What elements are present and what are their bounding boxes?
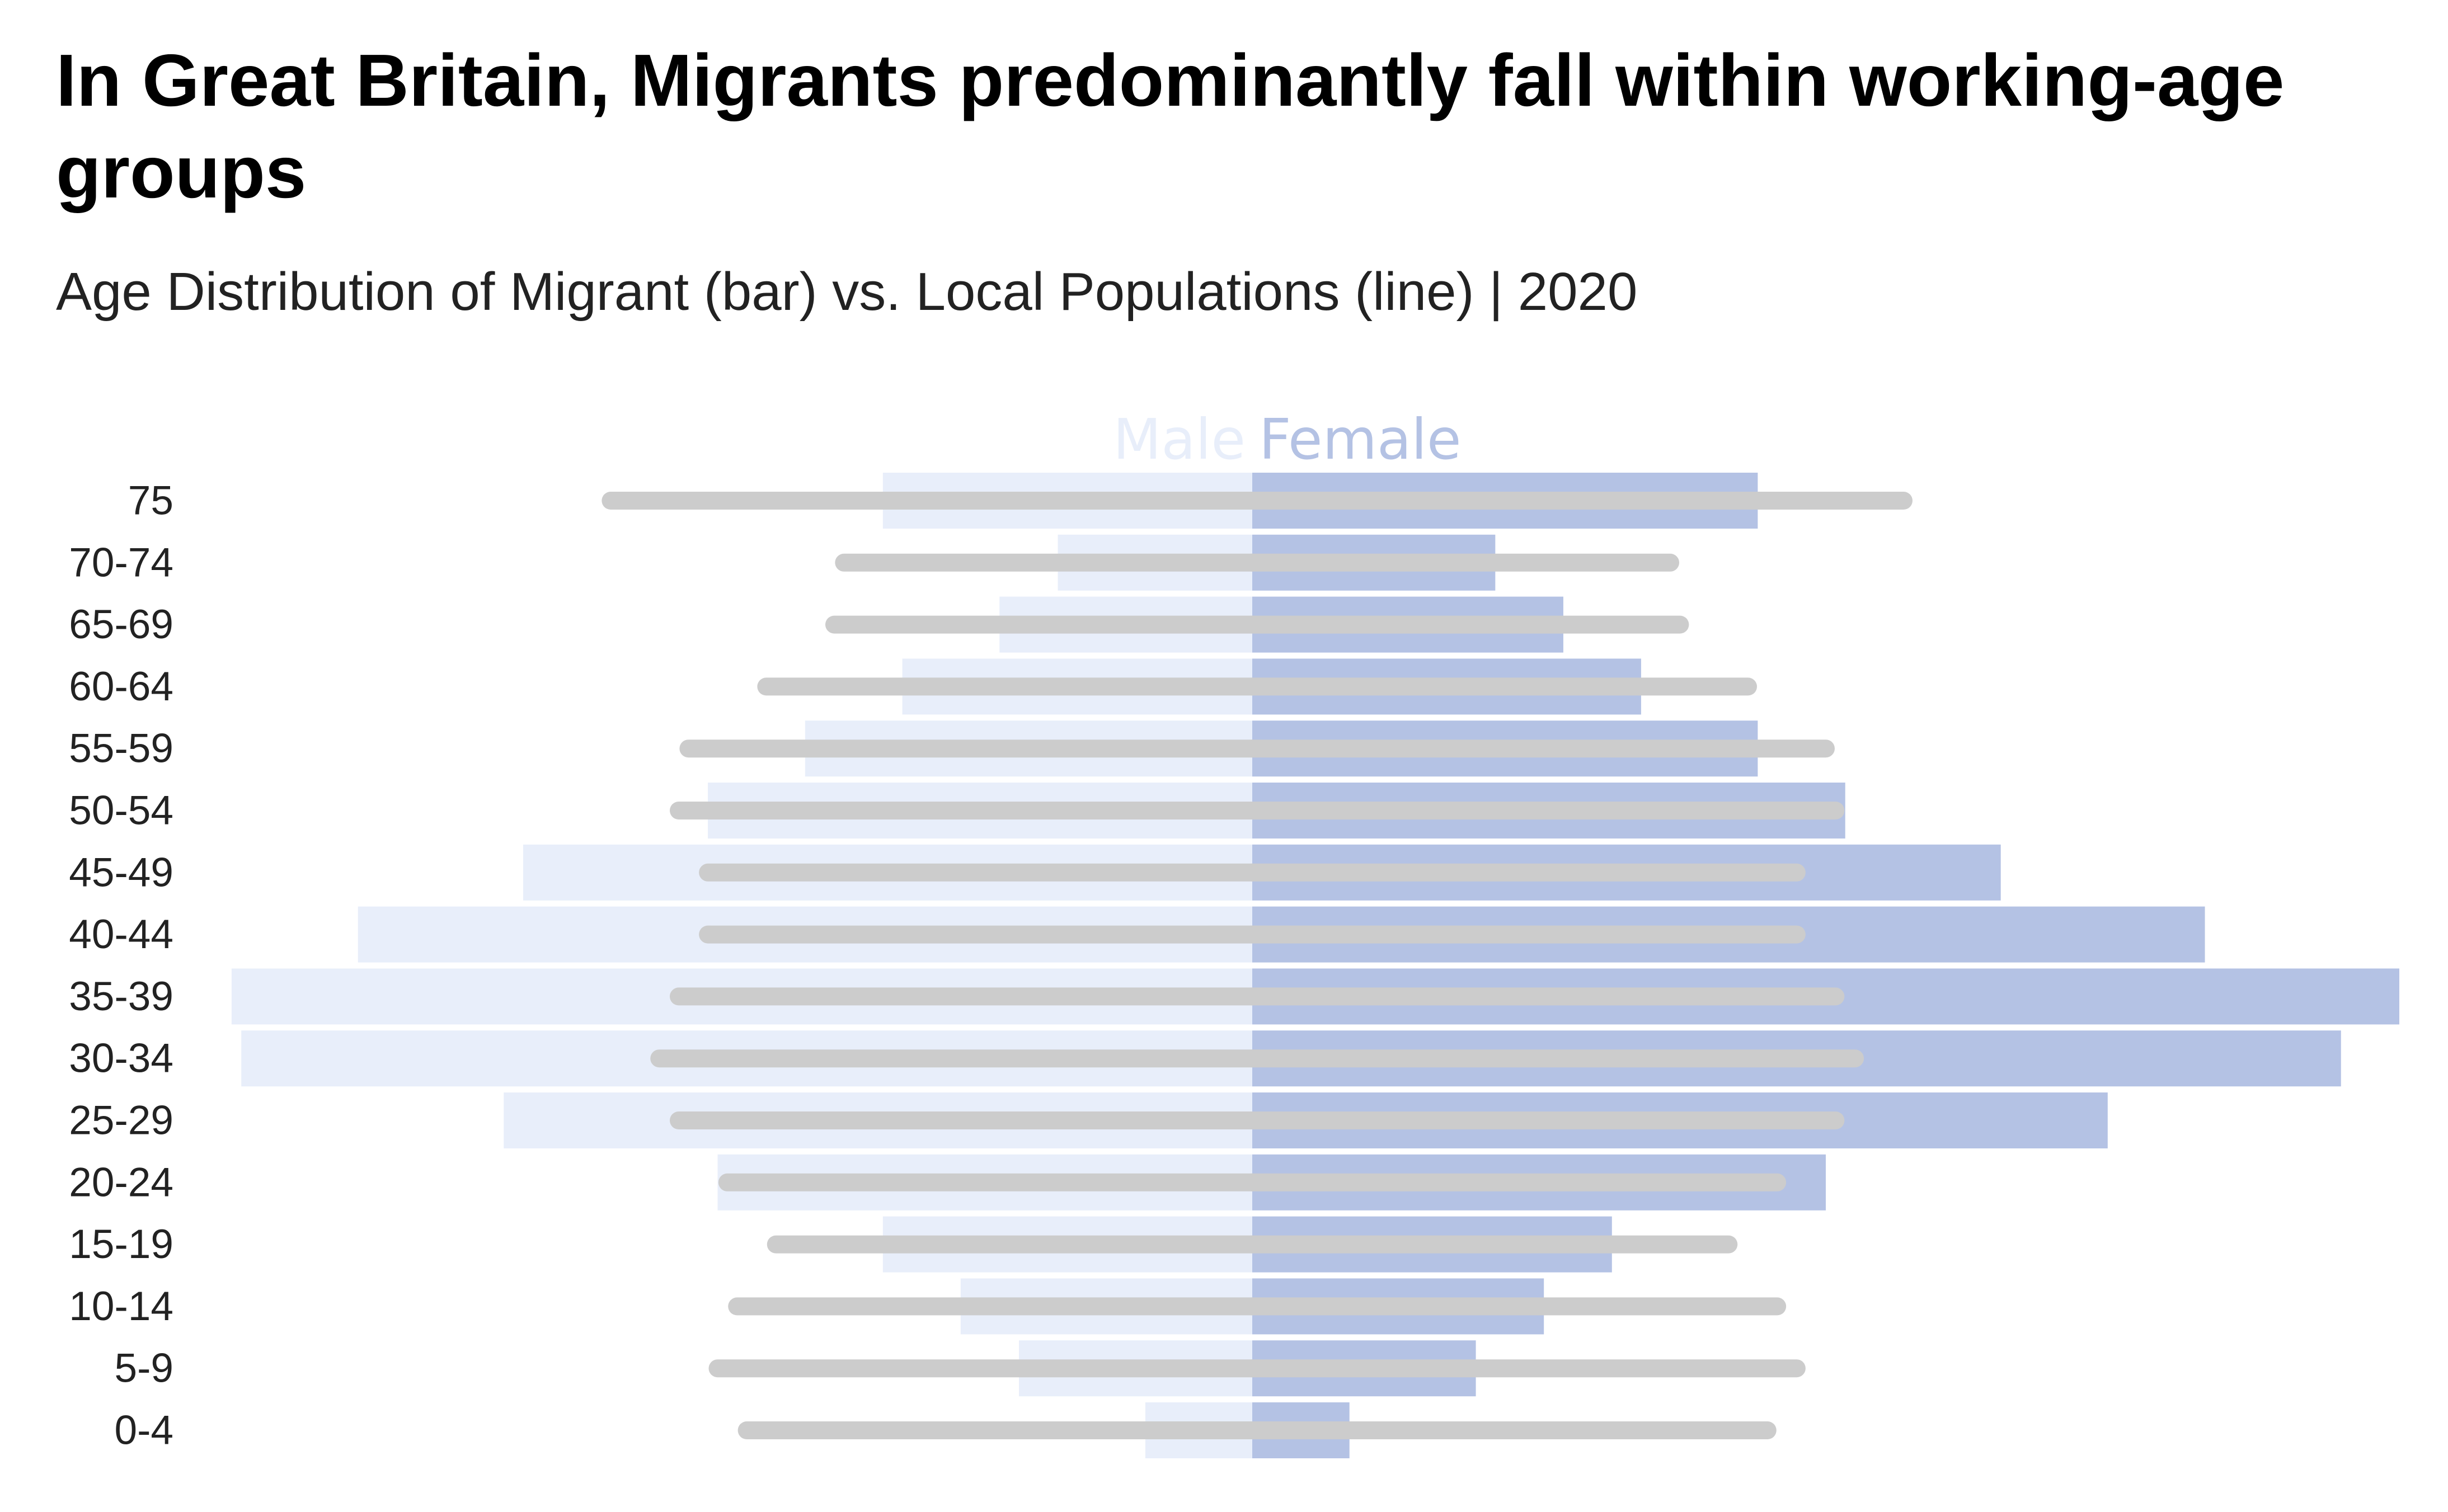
legend-male-label: Male — [1113, 407, 1246, 472]
y-tick-label-60-64: 60-64 — [69, 664, 173, 709]
y-tick-label-65-69: 65-69 — [69, 602, 173, 647]
y-tick-label-70-74: 70-74 — [69, 540, 173, 585]
chart-subtitle: Age Distribution of Migrant (bar) vs. Lo… — [56, 262, 1638, 322]
y-tick-label-0-4: 0-4 — [114, 1408, 173, 1453]
y-tick-label-10-14: 10-14 — [69, 1284, 173, 1329]
y-axis-tick-labels: 75 70-74 65-69 60-64 55-59 50-54 45-49 40-44 35-… — [69, 478, 173, 1453]
legend-female-label: Female — [1259, 407, 1462, 472]
y-tick-label-40-44: 40-44 — [69, 912, 173, 957]
y-tick-label-15-19: 15-19 — [69, 1222, 173, 1267]
y-tick-label-55-59: 55-59 — [69, 726, 173, 771]
y-tick-label-75: 75 — [128, 478, 173, 524]
y-tick-label-35-39: 35-39 — [69, 974, 173, 1019]
y-tick-label-50-54: 50-54 — [69, 788, 173, 833]
y-tick-label-5-9: 5-9 — [114, 1346, 173, 1391]
y-tick-label-20-24: 20-24 — [69, 1160, 173, 1205]
legend: Male Female — [1113, 407, 1461, 472]
y-tick-label-45-49: 45-49 — [69, 850, 173, 895]
chart-title: In Great Britain, Migrants predominantly… — [56, 39, 2285, 213]
y-tick-label-30-34: 30-34 — [69, 1036, 173, 1081]
y-tick-label-25-29: 25-29 — [69, 1098, 173, 1143]
local-population-lines — [602, 492, 1913, 1439]
